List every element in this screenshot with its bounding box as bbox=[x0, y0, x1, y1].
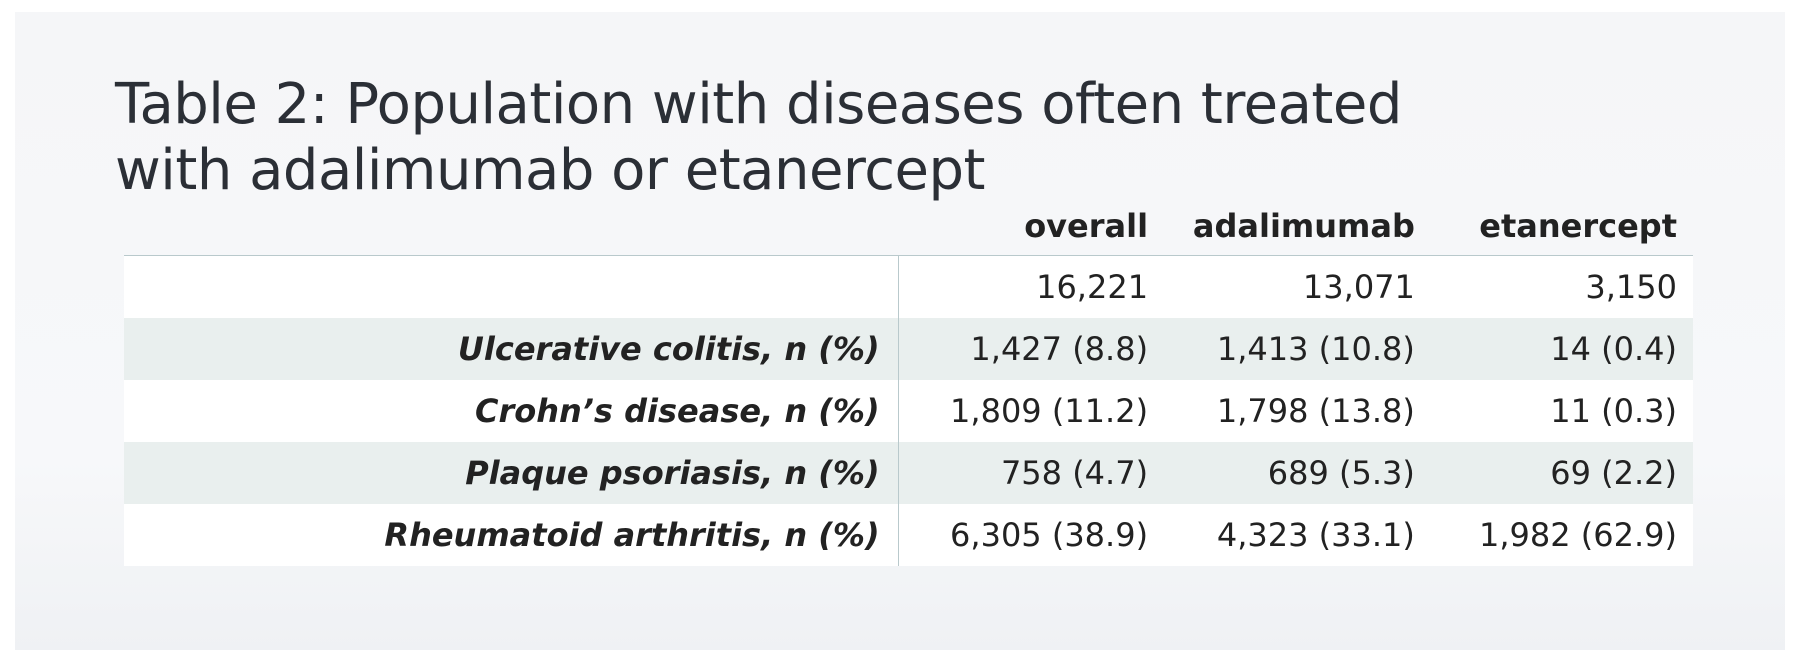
cell-adalimumab: 4,323 (33.1) bbox=[1216, 516, 1415, 554]
cell-overall: 6,305 (38.9) bbox=[950, 516, 1149, 554]
table-card: Table 2: Population with diseases often … bbox=[15, 12, 1785, 650]
row-label: Plaque psoriasis, n (%) bbox=[124, 442, 899, 504]
table-row-plaque-psoriasis: Plaque psoriasis, n (%) 758 (4.7) 689 (5… bbox=[124, 442, 1693, 504]
table-row-crohns-disease: Crohn’s disease, n (%) 1,809 (11.2) 1,79… bbox=[124, 380, 1693, 442]
row-label: Crohn’s disease, n (%) bbox=[124, 380, 899, 442]
cell-etanercept: 69 (2.2) bbox=[1550, 454, 1677, 492]
row-label bbox=[124, 255, 899, 318]
cell-etanercept: 14 (0.4) bbox=[1550, 330, 1677, 368]
table-title: Table 2: Population with diseases often … bbox=[115, 72, 1402, 203]
cell-adalimumab: 13,071 bbox=[1302, 268, 1415, 306]
cell-etanercept: 11 (0.3) bbox=[1550, 392, 1677, 430]
cell-adalimumab: 689 (5.3) bbox=[1267, 454, 1415, 492]
cell-adalimumab: 1,413 (10.8) bbox=[1216, 330, 1415, 368]
cell-adalimumab: 1,798 (13.8) bbox=[1216, 392, 1415, 430]
cell-overall: 16,221 bbox=[1036, 268, 1149, 306]
cell-overall: 1,427 (8.8) bbox=[970, 330, 1149, 368]
cell-overall: 1,809 (11.2) bbox=[950, 392, 1149, 430]
column-header-overall: overall bbox=[898, 197, 1165, 256]
header-blank-cell bbox=[124, 197, 899, 256]
header-row: overall adalimumab etanercept bbox=[124, 197, 1693, 256]
table-row-ulcerative-colitis: Ulcerative colitis, n (%) 1,427 (8.8) 1,… bbox=[124, 318, 1693, 380]
cell-etanercept: 1,982 (62.9) bbox=[1479, 516, 1677, 554]
table-row-rheumatoid-arthritis: Rheumatoid arthritis, n (%) 6,305 (38.9)… bbox=[124, 504, 1693, 566]
table-row-total: 16,221 13,071 3,150 bbox=[124, 255, 1693, 318]
data-table: overall adalimumab etanercept 16,221 13,… bbox=[124, 197, 1693, 566]
column-header-etanercept: etanercept bbox=[1430, 197, 1693, 256]
row-label: Ulcerative colitis, n (%) bbox=[124, 318, 899, 380]
cell-etanercept: 3,150 bbox=[1585, 268, 1677, 306]
column-header-adalimumab: adalimumab bbox=[1164, 197, 1431, 256]
row-label: Rheumatoid arthritis, n (%) bbox=[124, 504, 899, 566]
cell-overall: 758 (4.7) bbox=[1000, 454, 1149, 492]
